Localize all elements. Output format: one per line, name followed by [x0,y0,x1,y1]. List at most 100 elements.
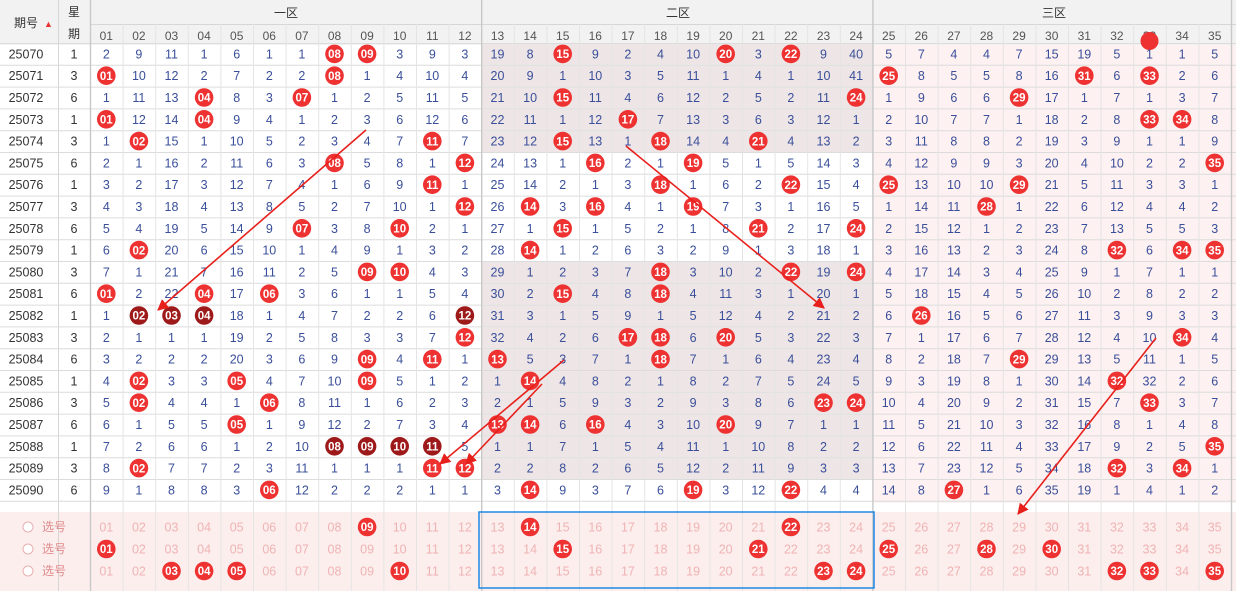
selected-ball[interactable] [1107,561,1127,581]
selected-number[interactable]: 14 [524,522,537,534]
issue-number[interactable]: 25079 [9,244,44,258]
selectable-number[interactable]: 18 [654,565,668,579]
selected-number[interactable]: 04 [198,566,211,578]
selectable-number[interactable]: 19 [686,565,700,579]
selectable-number[interactable]: 13 [491,543,505,557]
selectable-number[interactable]: 14 [523,543,537,557]
selectable-number[interactable]: 30 [1045,521,1059,535]
selected-ball[interactable] [553,539,572,559]
selectable-number[interactable]: 27 [947,565,961,579]
selectable-number[interactable]: 33 [1143,543,1157,557]
selectable-number[interactable]: 20 [719,565,733,579]
selected-ball[interactable] [390,561,410,581]
selectable-number[interactable]: 03 [165,521,179,535]
selectable-number[interactable]: 32 [1110,543,1124,557]
selected-ball[interactable] [846,561,866,581]
selectable-number[interactable]: 14 [523,565,537,579]
selectable-number[interactable]: 08 [328,565,342,579]
selectable-number[interactable]: 17 [621,565,635,579]
selectable-number[interactable]: 18 [654,521,668,535]
selectable-number[interactable]: 10 [393,521,407,535]
selectable-number[interactable]: 05 [230,543,244,557]
selectable-number[interactable]: 29 [1012,521,1026,535]
selection-label[interactable]: 选号 [42,542,66,556]
selectable-number[interactable]: 22 [784,565,798,579]
selectable-number[interactable]: 20 [719,543,733,557]
selected-number[interactable]: 01 [100,544,113,556]
selected-ball[interactable] [1205,561,1224,581]
selectable-number[interactable]: 08 [328,543,342,557]
issue-number[interactable]: 25074 [9,135,44,149]
issue-number[interactable]: 25088 [9,440,44,454]
selectable-number[interactable]: 34 [1175,565,1189,579]
selected-number[interactable]: 28 [980,544,993,556]
issue-number[interactable]: 25071 [9,69,44,83]
selectable-number[interactable]: 08 [328,521,342,535]
selectable-number[interactable]: 04 [197,543,211,557]
selected-number[interactable]: 21 [752,544,765,556]
selected-number[interactable]: 10 [393,566,406,578]
selectable-number[interactable]: 06 [262,565,276,579]
selectable-number[interactable]: 23 [817,521,831,535]
issue-number[interactable]: 25078 [9,222,44,236]
selected-ball[interactable] [1042,539,1061,559]
selected-ball[interactable] [879,539,898,559]
issue-number[interactable]: 25072 [9,91,44,105]
selected-ball[interactable] [194,561,214,581]
issue-number[interactable]: 25083 [9,331,44,345]
selectable-number[interactable]: 22 [784,543,798,557]
selected-number[interactable]: 05 [230,566,243,578]
selectable-number[interactable]: 28 [980,565,994,579]
selectable-number[interactable]: 29 [1012,565,1026,579]
selectable-number[interactable]: 13 [491,521,505,535]
selectable-number[interactable]: 31 [1077,565,1091,579]
selectable-number[interactable]: 01 [99,521,113,535]
selectable-number[interactable]: 24 [849,521,863,535]
selectable-number[interactable]: 11 [426,565,439,579]
issue-number[interactable]: 25081 [9,287,44,301]
selectable-number[interactable]: 16 [588,543,602,557]
selectable-number[interactable]: 19 [686,521,700,535]
selected-ball[interactable] [814,561,833,581]
selection-radio[interactable] [22,565,34,577]
selectable-number[interactable]: 20 [719,521,733,535]
selectable-number[interactable]: 11 [426,521,439,535]
selectable-number[interactable]: 21 [751,521,765,535]
selectable-number[interactable]: 02 [132,521,146,535]
selectable-number[interactable]: 35 [1208,543,1222,557]
selected-number[interactable]: 32 [1111,566,1124,578]
selected-number[interactable]: 15 [556,544,569,556]
selectable-number[interactable]: 25 [882,565,896,579]
selectable-number[interactable]: 21 [751,565,765,579]
issue-number[interactable]: 25070 [9,47,44,61]
issue-number[interactable]: 25076 [9,178,44,192]
selectable-number[interactable]: 27 [947,543,961,557]
selectable-number[interactable]: 26 [914,565,928,579]
selectable-number[interactable]: 31 [1077,543,1091,557]
selectable-number[interactable]: 16 [588,565,602,579]
selectable-number[interactable]: 15 [556,565,570,579]
selectable-number[interactable]: 03 [165,543,179,557]
issue-number[interactable]: 25090 [9,483,44,497]
selectable-number[interactable]: 26 [914,521,928,535]
issue-number[interactable]: 25089 [9,462,44,476]
selectable-number[interactable]: 02 [132,543,146,557]
selectable-number[interactable]: 18 [654,543,668,557]
selectable-number[interactable]: 04 [197,521,211,535]
selected-ball[interactable] [162,561,181,581]
selected-number[interactable]: 35 [1208,566,1221,578]
selectable-number[interactable]: 32 [1110,521,1124,535]
selected-number[interactable]: 22 [785,522,798,534]
selectable-number[interactable]: 17 [621,543,635,557]
selectable-number[interactable]: 29 [1012,543,1026,557]
selectable-number[interactable]: 01 [99,565,113,579]
issue-number[interactable]: 25087 [9,418,44,432]
selectable-number[interactable]: 06 [262,521,276,535]
selectable-number[interactable]: 35 [1208,521,1222,535]
selectable-number[interactable]: 07 [295,543,309,557]
selected-ball[interactable] [357,517,377,537]
selectable-number[interactable]: 26 [914,543,928,557]
issue-number[interactable]: 25075 [9,156,44,170]
selectable-number[interactable]: 23 [817,543,831,557]
selectable-number[interactable]: 19 [686,543,700,557]
